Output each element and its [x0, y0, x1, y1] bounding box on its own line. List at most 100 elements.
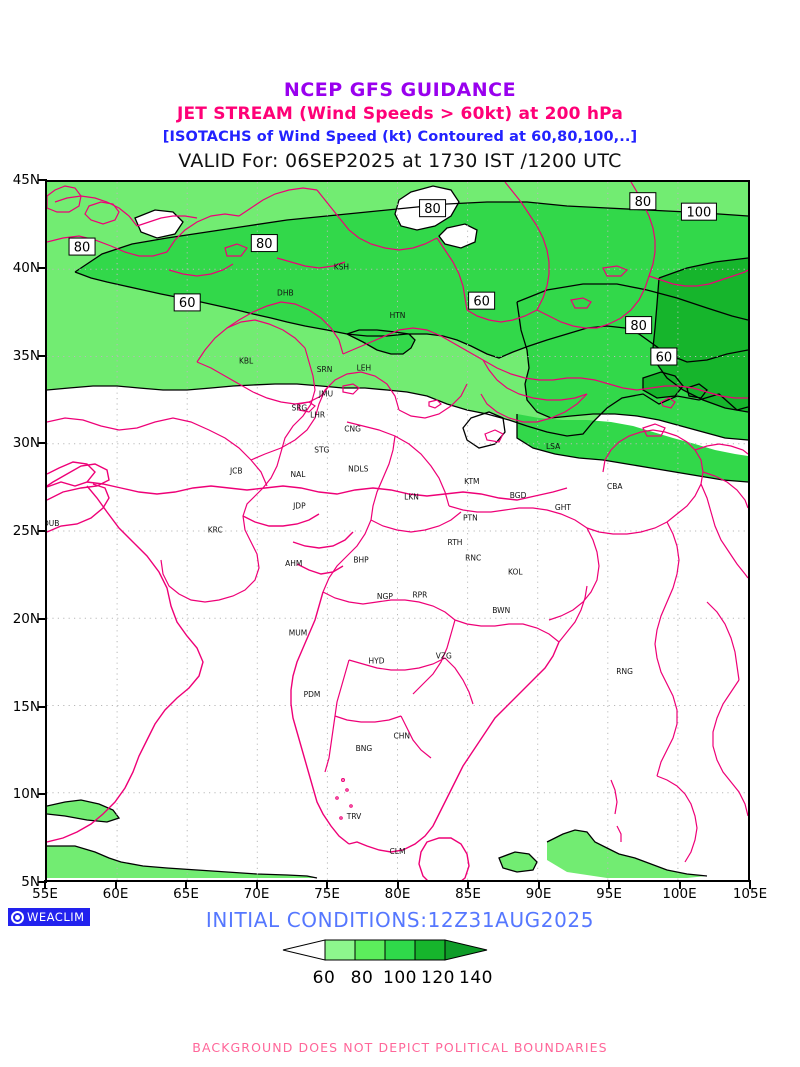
- weaclim-logo[interactable]: WEACLIM: [8, 908, 90, 926]
- city-label: NAL: [290, 470, 306, 479]
- contour-label-value: 80: [424, 202, 441, 217]
- city-label: NGP: [377, 592, 393, 601]
- lon-tick-label: 90E: [525, 886, 552, 902]
- city-label: MUM: [289, 629, 307, 638]
- lon-tick-label: 55E: [32, 886, 58, 902]
- colorbar-segment: [414, 939, 446, 961]
- city-label: CBA: [607, 482, 623, 491]
- city-label: VZG: [436, 651, 452, 660]
- city-label: JDP: [292, 501, 306, 510]
- city-label: SRN: [317, 365, 333, 374]
- city-label: BWN: [492, 606, 510, 615]
- city-label: BHP: [353, 555, 369, 564]
- city-label: LEH: [357, 363, 372, 372]
- lat-tick-label: 5N: [21, 874, 40, 890]
- jet-stream-map[interactable]: 80 80 80 80 100 60 60 80 60 DHB KSH HTN KBL SRN LEH JM…: [45, 180, 750, 882]
- city-label: HYD: [368, 657, 384, 666]
- lat-tick-label: 45N: [12, 172, 40, 188]
- city-label: RTH: [448, 538, 463, 547]
- city-label: AHM: [285, 559, 302, 568]
- city-label: JCB: [229, 466, 243, 475]
- city-label: DHB: [277, 288, 294, 297]
- lon-tick-label: 75E: [314, 886, 340, 902]
- lat-tick-mark: [38, 530, 47, 532]
- lon-tick-mark: [255, 880, 258, 889]
- contour-label-value: 60: [473, 294, 490, 309]
- lat-tick-label: 25N: [12, 523, 40, 539]
- lon-tick-mark: [114, 880, 117, 889]
- contour-label-box: [250, 234, 278, 253]
- city-label: PDM: [304, 690, 321, 699]
- city-label: JMU: [318, 390, 333, 399]
- lat-tick-mark: [38, 881, 47, 883]
- isotach-shading: [47, 182, 748, 878]
- colorbar-left-cap: [282, 939, 326, 961]
- lat-tick-label: 10N: [12, 786, 40, 803]
- weaclim-ring-icon: [11, 910, 24, 924]
- lon-tick-label: 85E: [455, 886, 481, 902]
- lon-tick-mark: [467, 880, 469, 889]
- agency-title: NCEP GFS GUIDANCE: [283, 79, 517, 101]
- lon-tick-label: 100E: [662, 886, 697, 902]
- city-label: DUB: [47, 519, 59, 528]
- colorbar-tick: 140: [459, 968, 493, 988]
- contour-label-value: 80: [256, 237, 273, 252]
- lat-tick-label: 15N: [12, 698, 40, 715]
- city-label: LKN: [404, 493, 419, 502]
- city-label: HTN: [390, 311, 406, 320]
- lat-tick-mark: [38, 705, 47, 708]
- lon-tick-mark: [678, 880, 681, 889]
- contour-label-box: [625, 316, 653, 335]
- contour-label-value: 100: [687, 205, 712, 220]
- product-title: JET STREAM (Wind Speeds > 60kt) at 200 h…: [176, 104, 624, 124]
- city-label: BNG: [356, 744, 373, 753]
- graticule: [47, 182, 748, 880]
- city-label: RNC: [465, 554, 481, 563]
- colorbar: [0, 936, 800, 968]
- contour-label-box: [173, 293, 201, 312]
- valid-time: VALID For: 06SEP2025 at 1730 IST /1200 U…: [178, 150, 622, 172]
- colorbar-segment: [384, 939, 416, 961]
- header-titles: NCEP GFS GUIDANCE JET STREAM (Wind Speed…: [0, 78, 800, 174]
- lon-tick-mark: [185, 880, 187, 889]
- city-label: CLM: [390, 847, 406, 856]
- city-label: TRV: [346, 812, 362, 821]
- colorbar-segment: [324, 939, 356, 961]
- contour-label-value: 60: [179, 296, 196, 311]
- city-label: GHT: [555, 503, 571, 512]
- lon-tick-mark: [749, 880, 751, 889]
- lon-tick-label: 70E: [243, 886, 270, 902]
- contour-label-box: [680, 202, 717, 221]
- lon-tick-mark: [537, 880, 540, 889]
- colorbar-tick: 100: [383, 968, 417, 988]
- lat-tick-mark: [38, 266, 47, 269]
- colorbar-right-cap: [444, 939, 488, 961]
- city-label: KOL: [508, 568, 523, 577]
- lat-tick-mark: [38, 354, 47, 357]
- lat-tick-mark: [38, 442, 47, 445]
- city-label: LHR: [310, 411, 325, 420]
- contour-label-box: [68, 237, 96, 256]
- city-label: PTN: [463, 514, 478, 523]
- lon-tick-mark: [44, 880, 46, 889]
- city-label: LSA: [546, 442, 561, 451]
- contour-label-value: 80: [74, 240, 91, 255]
- lon-tick-label: 95E: [596, 886, 622, 902]
- city-label: KSH: [334, 262, 349, 271]
- lat-tick-label: 20N: [12, 610, 40, 627]
- city-label: CHN: [393, 732, 410, 741]
- contour-labels: 80 80 80 80 100 60 60 80 60: [68, 192, 717, 366]
- city-label: STG: [314, 445, 329, 454]
- city-label: CNG: [344, 425, 361, 434]
- lon-tick-label: 80E: [384, 886, 411, 902]
- contour-label-value: 80: [635, 195, 652, 210]
- lat-tick-mark: [38, 617, 47, 620]
- colorbar-tick: 120: [421, 968, 455, 988]
- colorbar-segment: [354, 939, 386, 961]
- lon-tick-label: 60E: [102, 886, 129, 902]
- isotach-note: [ISOTACHS of Wind Speed (kt) Contoured a…: [162, 129, 638, 145]
- lat-tick-label: 40N: [12, 259, 40, 276]
- contour-label-box: [629, 192, 657, 211]
- city-label: RPR: [412, 590, 427, 599]
